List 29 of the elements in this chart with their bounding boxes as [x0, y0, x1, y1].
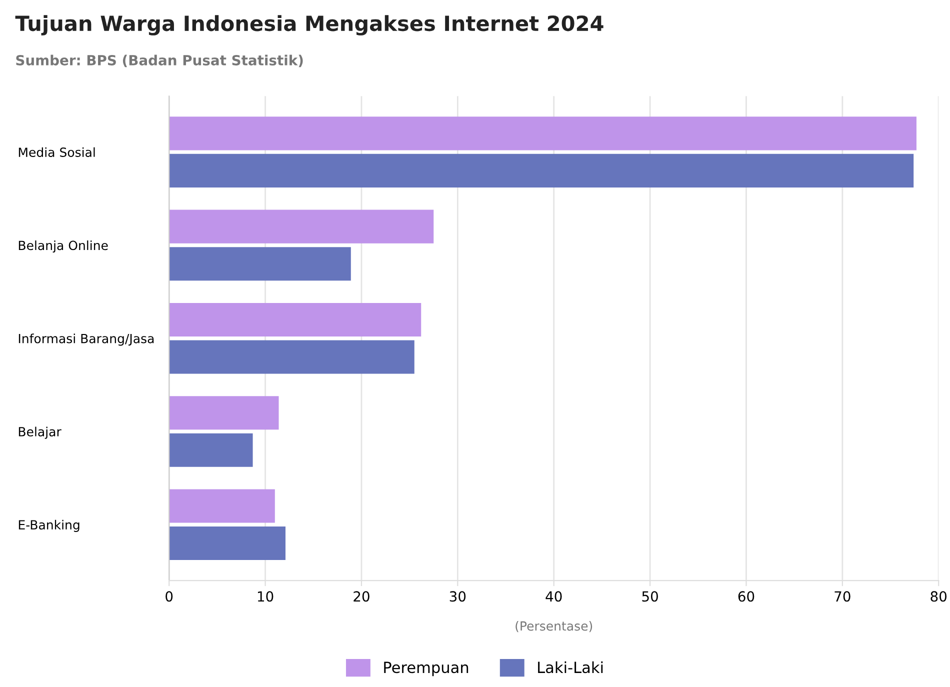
x-tick-label: 50 [642, 591, 658, 602]
x-tick-label: 80 [930, 591, 947, 602]
bar [169, 116, 916, 150]
x-tick-label: 20 [354, 591, 370, 602]
y-tick-label: Media Sosial [18, 147, 95, 157]
bar [169, 210, 434, 244]
bar [169, 396, 279, 430]
bar [169, 340, 414, 374]
x-tick-label: 10 [258, 591, 274, 602]
y-tick-label: Informasi Barang/Jasa [18, 334, 154, 346]
x-axis-title: (Persentase) [516, 621, 592, 632]
chart-subtitle: Sumber: BPS (Badan Pusat Statistik) [16, 54, 303, 68]
y-tick-label: Belajar [18, 426, 62, 439]
legend-label: Laki-Laki [538, 661, 603, 674]
y-tick-label: E-Banking [18, 520, 80, 532]
bar [169, 489, 275, 523]
chart-title: Tujuan Warga Indonesia Mengakses Internet 2024 [15, 15, 604, 36]
bar [169, 526, 286, 560]
bar [169, 247, 351, 281]
bar [169, 302, 422, 336]
x-tick-label: 40 [546, 591, 562, 602]
bar [169, 154, 914, 188]
legend-label: Perempuan [384, 662, 468, 676]
x-tick-label: 70 [834, 591, 850, 602]
x-tick-label: 60 [738, 591, 754, 602]
bar [169, 433, 253, 467]
x-tick-label: 30 [450, 591, 466, 602]
x-tick-label: 0 [166, 591, 173, 602]
y-tick-label: Belanja Online [18, 240, 108, 253]
